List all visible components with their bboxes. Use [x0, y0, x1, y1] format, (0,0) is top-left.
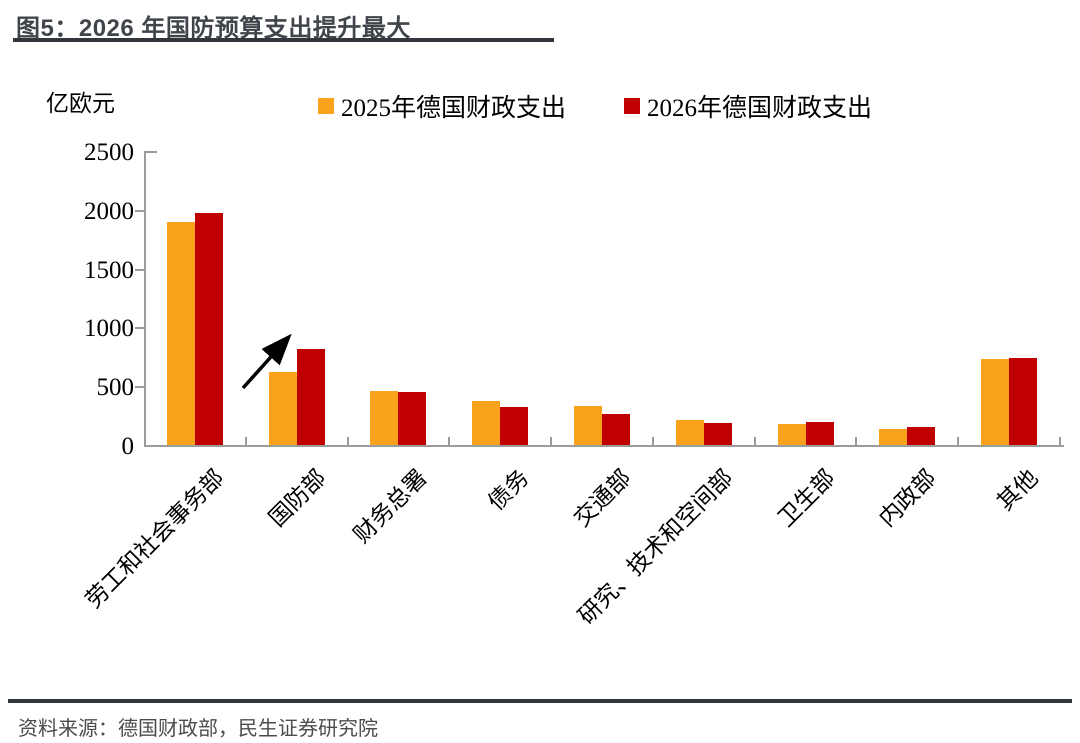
legend-label-2026: 2026年德国财政支出 [647, 95, 873, 122]
y-tick-label: 0 [121, 433, 135, 460]
x-axis-tick [448, 437, 451, 445]
y-axis-tick [135, 209, 144, 212]
x-category-label: 劳工和社会事务部 [80, 465, 229, 613]
x-axis-line [144, 445, 1064, 447]
legend-swatch-2025 [318, 98, 334, 114]
y-axis-tick [135, 386, 144, 389]
y-tick-label: 1000 [84, 315, 134, 343]
title-underline [13, 38, 554, 42]
y-axis-tick [135, 268, 144, 271]
x-axis-tick [346, 437, 349, 445]
y-axis-line [144, 151, 146, 445]
bar-2025-1 [166, 221, 195, 445]
bar-2026-3 [398, 392, 427, 445]
x-axis-tick [957, 437, 960, 445]
legend-label-2025: 2025年德国财政支出 [341, 95, 567, 122]
legend-item-2026: 2026年德国财政支出 [624, 88, 872, 124]
bar-2025-7 [777, 423, 806, 445]
chart-legend: 2025年德国财政支出 2026年德国财政支出 [318, 88, 872, 124]
bar-2025-5 [574, 406, 602, 445]
x-category-label: 财务总署 [349, 465, 433, 548]
y-tick-label: 2500 [84, 139, 134, 166]
bar-2025-3 [370, 390, 399, 445]
bar-2025-9 [981, 359, 1010, 445]
x-axis-tick [1059, 437, 1061, 445]
legend-item-2025: 2025年德国财政支出 [318, 88, 566, 124]
bar-2026-5 [602, 413, 630, 445]
x-axis-tick [244, 437, 247, 445]
x-category-label: 内政部 [874, 465, 942, 532]
bar-2026-1 [194, 212, 223, 445]
bar-2026-9 [1009, 357, 1038, 445]
bar-chart: 亿欧元 2025年德国财政支出 2026年德国财政支出 0 500 1000 1500… [46, 88, 1064, 629]
increase-arrow [241, 333, 292, 390]
x-category-label: 债务 [483, 465, 534, 516]
x-axis-tick [651, 437, 654, 445]
bar-2025-2 [268, 372, 297, 445]
x-category-label: 国防部 [263, 465, 331, 532]
bar-2025-8 [879, 429, 908, 445]
footer-rule [8, 699, 1072, 703]
y-axis-unit-label: 亿欧元 [46, 91, 115, 116]
x-category-label: 卫生部 [772, 465, 840, 532]
legend-swatch-2026 [624, 98, 641, 114]
bar-2025-4 [472, 401, 501, 445]
bar-2026-7 [805, 422, 834, 445]
y-axis-tick [135, 327, 144, 330]
bar-2026-8 [907, 427, 936, 445]
figure-title: 图5：2026 年国防预算支出提升最大 [16, 15, 411, 42]
y-tick-label: 1500 [84, 256, 134, 284]
x-category-label: 交通部 [569, 465, 636, 532]
x-axis-tick [550, 437, 553, 445]
x-axis-tick [753, 437, 756, 445]
bar-2026-2 [296, 348, 325, 445]
y-tick-label: 2000 [84, 197, 134, 225]
bar-2026-6 [703, 422, 732, 445]
x-axis-tick [855, 437, 858, 445]
source-note: 资料来源：德国财政部，民生证券研究院 [18, 718, 378, 740]
y-axis-top-tick [144, 151, 157, 153]
bar-2025-6 [675, 420, 704, 445]
x-category-label: 其他 [992, 465, 1043, 516]
bar-2026-4 [500, 407, 529, 445]
y-tick-label: 500 [96, 374, 135, 402]
